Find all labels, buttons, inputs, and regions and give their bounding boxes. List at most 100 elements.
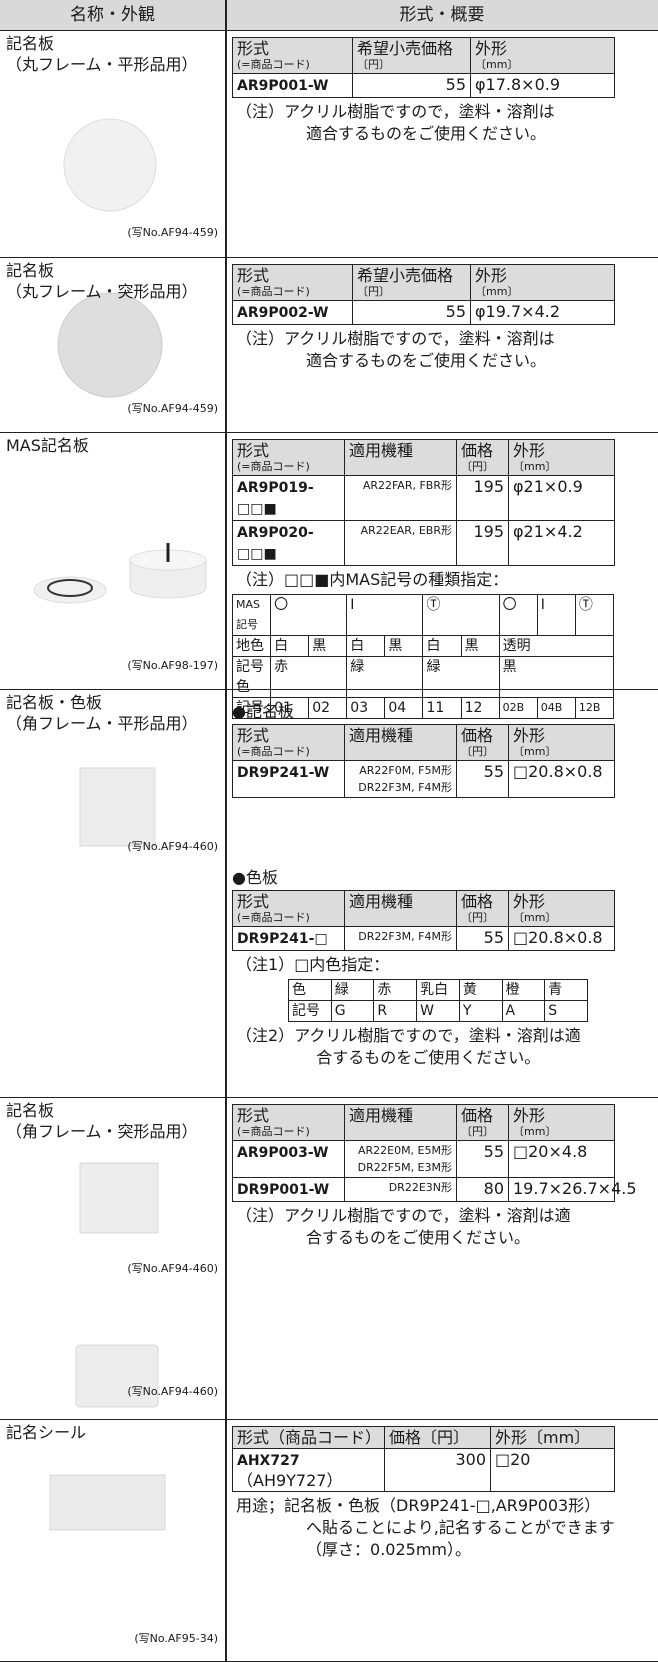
code-cell: 03 — [346, 697, 386, 719]
header-text: 外形 — [513, 892, 546, 911]
cell-text: φ21×4.2 — [513, 522, 583, 541]
data-cell: DR9P241-□ — [232, 926, 345, 951]
code-cell: S — [544, 1000, 588, 1022]
code-row: 地色白黒白黒白黒透明 — [231, 635, 615, 657]
note-line: アクリル樹脂ですので，塗料・溶剤は適 — [294, 1026, 581, 1045]
code-cell: 赤 — [270, 656, 348, 698]
header-text: (=商品コード) — [237, 460, 310, 473]
details: 形式 (=商品コード) 適用機種 価格 〔円〕 外形 〔mm〕 AR9P019-□□■ AR22… — [231, 439, 652, 719]
header-cell: 希望小売価格 〔円〕 — [352, 37, 471, 74]
note-label: （注） — [236, 1206, 285, 1225]
cell-text: 55 — [483, 928, 504, 947]
data-cell: AR9P001-W — [232, 73, 353, 98]
header-cell: 価格〔円〕 — [456, 1104, 509, 1141]
header-row: 形式 (=商品コード) 適用機種 価格 〔円〕 外形 〔mm〕 — [232, 724, 615, 761]
data-cell: 55 — [352, 73, 471, 98]
code-table: MAS記号〇 I Ⓣ 〇 I Ⓣ 地色白黒白黒白黒透明 記号色赤緑緑黒記号 01 02 03 04 11… — [231, 594, 615, 719]
subname: （角フレーム・突形品用） — [6, 1122, 198, 1141]
data-cell: □20×4.8 — [508, 1140, 615, 1178]
header-text: 適用機種 — [349, 441, 414, 460]
name: 記名板 — [6, 34, 55, 53]
spec-table: 形式 (=商品コード) 希望小売価格 〔円〕 外形 〔mm〕 AR9P002-W 55 φ19.… — [232, 264, 615, 325]
photo — [79, 767, 156, 847]
header-text: 形式 — [237, 726, 270, 745]
code-cell: I — [346, 594, 424, 636]
data-cell: φ21×0.9 — [508, 475, 615, 521]
item-name: 記名板・色板 （角フレーム・平形品用） — [6, 692, 198, 734]
header-text: 〔mm〕 — [513, 1125, 557, 1138]
data-cell: 55 — [352, 300, 471, 325]
header-left: 名称・外観 — [0, 0, 225, 31]
header-text: 外形 — [475, 39, 508, 58]
code-cell: 黒 — [460, 635, 500, 657]
note-line: □□■内MAS記号の種類指定： — [284, 570, 509, 589]
cell-text: φ21×0.9 — [513, 477, 583, 496]
header-cell: 形式 (=商品コード) — [232, 439, 345, 476]
note-line: アクリル樹脂ですので，塗料・溶剤は適 — [284, 1206, 571, 1225]
data-cell: □20 — [490, 1448, 615, 1492]
header-text: 〔円〕 — [357, 58, 390, 71]
note: （注1） □内色指定： — [236, 954, 652, 976]
header-text: 〔mm〕 — [513, 911, 557, 924]
code-cell: 白 — [270, 635, 310, 657]
data-row: AR9P001-W 55 φ17.8×0.9 — [232, 73, 615, 98]
header-cell: 形式 (=商品コード) — [232, 37, 353, 74]
header-text: 〔mm〕 — [475, 58, 519, 71]
header-text: (=商品コード) — [237, 1125, 310, 1138]
cell-text: DR9P241-W — [237, 765, 330, 781]
spec-table: 形式 (=商品コード) 適用機種 価格 〔円〕 外形 〔mm〕 DR9P241-□ DR22F3… — [232, 890, 615, 951]
code-cell: 記号 — [288, 1000, 332, 1022]
header-text: 外形 — [513, 726, 546, 745]
header-text: 外形 — [475, 266, 508, 285]
cell-text: DR22E3N形 — [388, 1181, 452, 1194]
cell-text: DR9P001-W — [237, 1182, 330, 1198]
section-row: 記名板 （丸フレーム・平形品用） (写No.AF94-459) 形式 (=商品コード) 希… — [0, 31, 658, 258]
note-line: へ貼ることにより,記名することができます — [306, 1518, 615, 1537]
data-cell: AR22FAR, FBR形 — [344, 475, 457, 521]
photo-caption: (写No.AF94-460) — [127, 840, 218, 853]
note-line: 適合するものをご使用ください。 — [306, 351, 547, 370]
header-text: (=商品コード) — [237, 911, 310, 924]
data-cell: φ17.8×0.9 — [470, 73, 615, 98]
note-lines: アクリル樹脂ですので，塗料・溶剤は適合するものをご使用ください。 — [284, 328, 555, 372]
cell-text: 80 — [483, 1179, 504, 1198]
header-text: 〔mm〕 — [513, 745, 557, 758]
section-row: 記名シール (写No.AF95-34) 形式（商品コード） 価格〔円〕 外形〔mm〕 AH… — [0, 1420, 658, 1662]
data-cell: 19.7×26.7×4.5 — [508, 1177, 637, 1202]
header-cell: 価格〔円〕 — [384, 1426, 491, 1449]
header-text: 希望小売価格 — [357, 39, 454, 58]
data-row: AR9P002-W 55 φ19.7×4.2 — [232, 300, 615, 325]
note-lines: アクリル樹脂ですので，塗料・溶剤は適合するものをご使用ください。 — [284, 101, 555, 145]
note: （注2） アクリル樹脂ですので，塗料・溶剤は適 合するものをご使用ください。 — [236, 1025, 652, 1069]
header-cell: 価格〔円〕 — [456, 890, 509, 927]
header-text: 〔mm〕 — [513, 460, 557, 473]
subname: （角フレーム・平形品用） — [6, 714, 198, 733]
cell-text: AR9P019-□□■ — [237, 480, 314, 517]
header-text: 形式 — [237, 266, 270, 285]
code-cell: 白 — [422, 635, 462, 657]
code-cell: A — [501, 1000, 546, 1022]
header-text: 適用機種 — [349, 892, 414, 911]
photo-caption: (写No.AF98-197) — [127, 659, 218, 672]
code-cell: 橙 — [501, 979, 546, 1001]
note-label: （注） — [236, 329, 285, 348]
code-row: MAS記号〇 I Ⓣ 〇 I Ⓣ — [231, 594, 615, 636]
code-cell: 黒 — [498, 656, 615, 698]
note-label: （注） — [236, 570, 285, 589]
spec-table: 形式 (=商品コード) 希望小売価格 〔円〕 外形 〔mm〕 AR9P001-W 55 φ17.… — [232, 37, 615, 98]
header-cell: 形式 (=商品コード) — [232, 890, 345, 927]
spec-table: 形式 (=商品コード) 適用機種 価格 〔円〕 外形 〔mm〕 AR9P003-W AR22E0… — [232, 1104, 637, 1202]
code-cell: 11 — [422, 697, 462, 719]
note-label: （注1） — [236, 955, 295, 974]
code-cell: 〇 — [270, 594, 348, 636]
note-line: 合するものをご使用ください。 — [316, 1048, 541, 1067]
header-cell: 外形〔mm〕 — [490, 1426, 615, 1449]
code-cell: 04 — [384, 697, 424, 719]
data-cell: 300 — [384, 1448, 491, 1492]
data-cell: AR22EAR, EBR形 — [344, 520, 457, 566]
heading: ●記名板 — [232, 702, 294, 721]
spec-table: 形式 (=商品コード) 適用機種 価格 〔円〕 外形 〔mm〕 AR9P019-□□■ AR22… — [232, 439, 615, 566]
cell-text: DR9P241-□ — [237, 931, 328, 947]
data-row: AHX727 （AH9Y727） 300 □20 — [232, 1448, 615, 1492]
header-text: 〔円〕 — [461, 745, 494, 758]
